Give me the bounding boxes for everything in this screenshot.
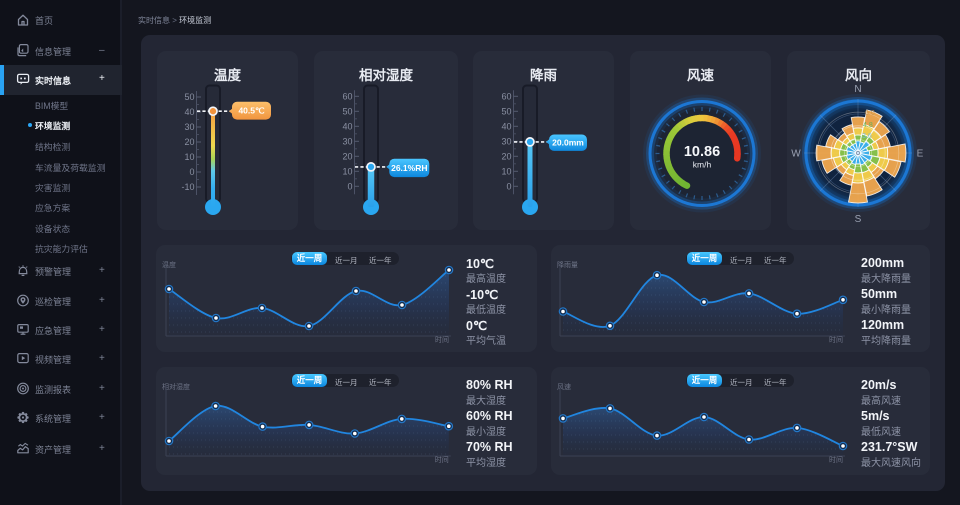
svg-text:S: S [855, 214, 862, 225]
svg-text:20.0mm: 20.0mm [552, 138, 584, 148]
svg-text:40: 40 [501, 121, 511, 131]
svg-text:10.86: 10.86 [684, 144, 720, 160]
svg-text:40.5℃: 40.5℃ [238, 106, 265, 116]
svg-text:26.1%RH: 26.1%RH [391, 163, 427, 173]
svg-text:0: 0 [347, 181, 352, 191]
svg-text:60: 60 [342, 91, 352, 101]
svg-text:20: 20 [501, 151, 511, 161]
svg-text:km/h: km/h [693, 160, 712, 170]
svg-text:20: 20 [184, 137, 194, 147]
svg-text:3.6: 3.6 [862, 133, 872, 140]
svg-text:30: 30 [501, 136, 511, 146]
svg-text:E: E [917, 149, 924, 160]
svg-text:30: 30 [184, 122, 194, 132]
svg-text:10: 10 [342, 166, 352, 176]
svg-text:W: W [791, 149, 801, 160]
svg-text:10: 10 [501, 166, 511, 176]
svg-text:-10: -10 [181, 182, 194, 192]
svg-text:0: 0 [189, 167, 194, 177]
svg-text:N: N [854, 84, 861, 95]
svg-text:50: 50 [184, 92, 194, 102]
svg-text:6.0: 6.0 [865, 110, 875, 117]
svg-text:50: 50 [342, 106, 352, 116]
svg-text:4.8: 4.8 [863, 122, 873, 129]
svg-text:20: 20 [342, 151, 352, 161]
svg-text:10: 10 [184, 152, 194, 162]
svg-text:0: 0 [506, 181, 511, 191]
svg-text:50: 50 [501, 106, 511, 116]
svg-text:30: 30 [342, 136, 352, 146]
svg-text:60: 60 [501, 91, 511, 101]
svg-text:40: 40 [184, 107, 194, 117]
svg-text:40: 40 [342, 121, 352, 131]
